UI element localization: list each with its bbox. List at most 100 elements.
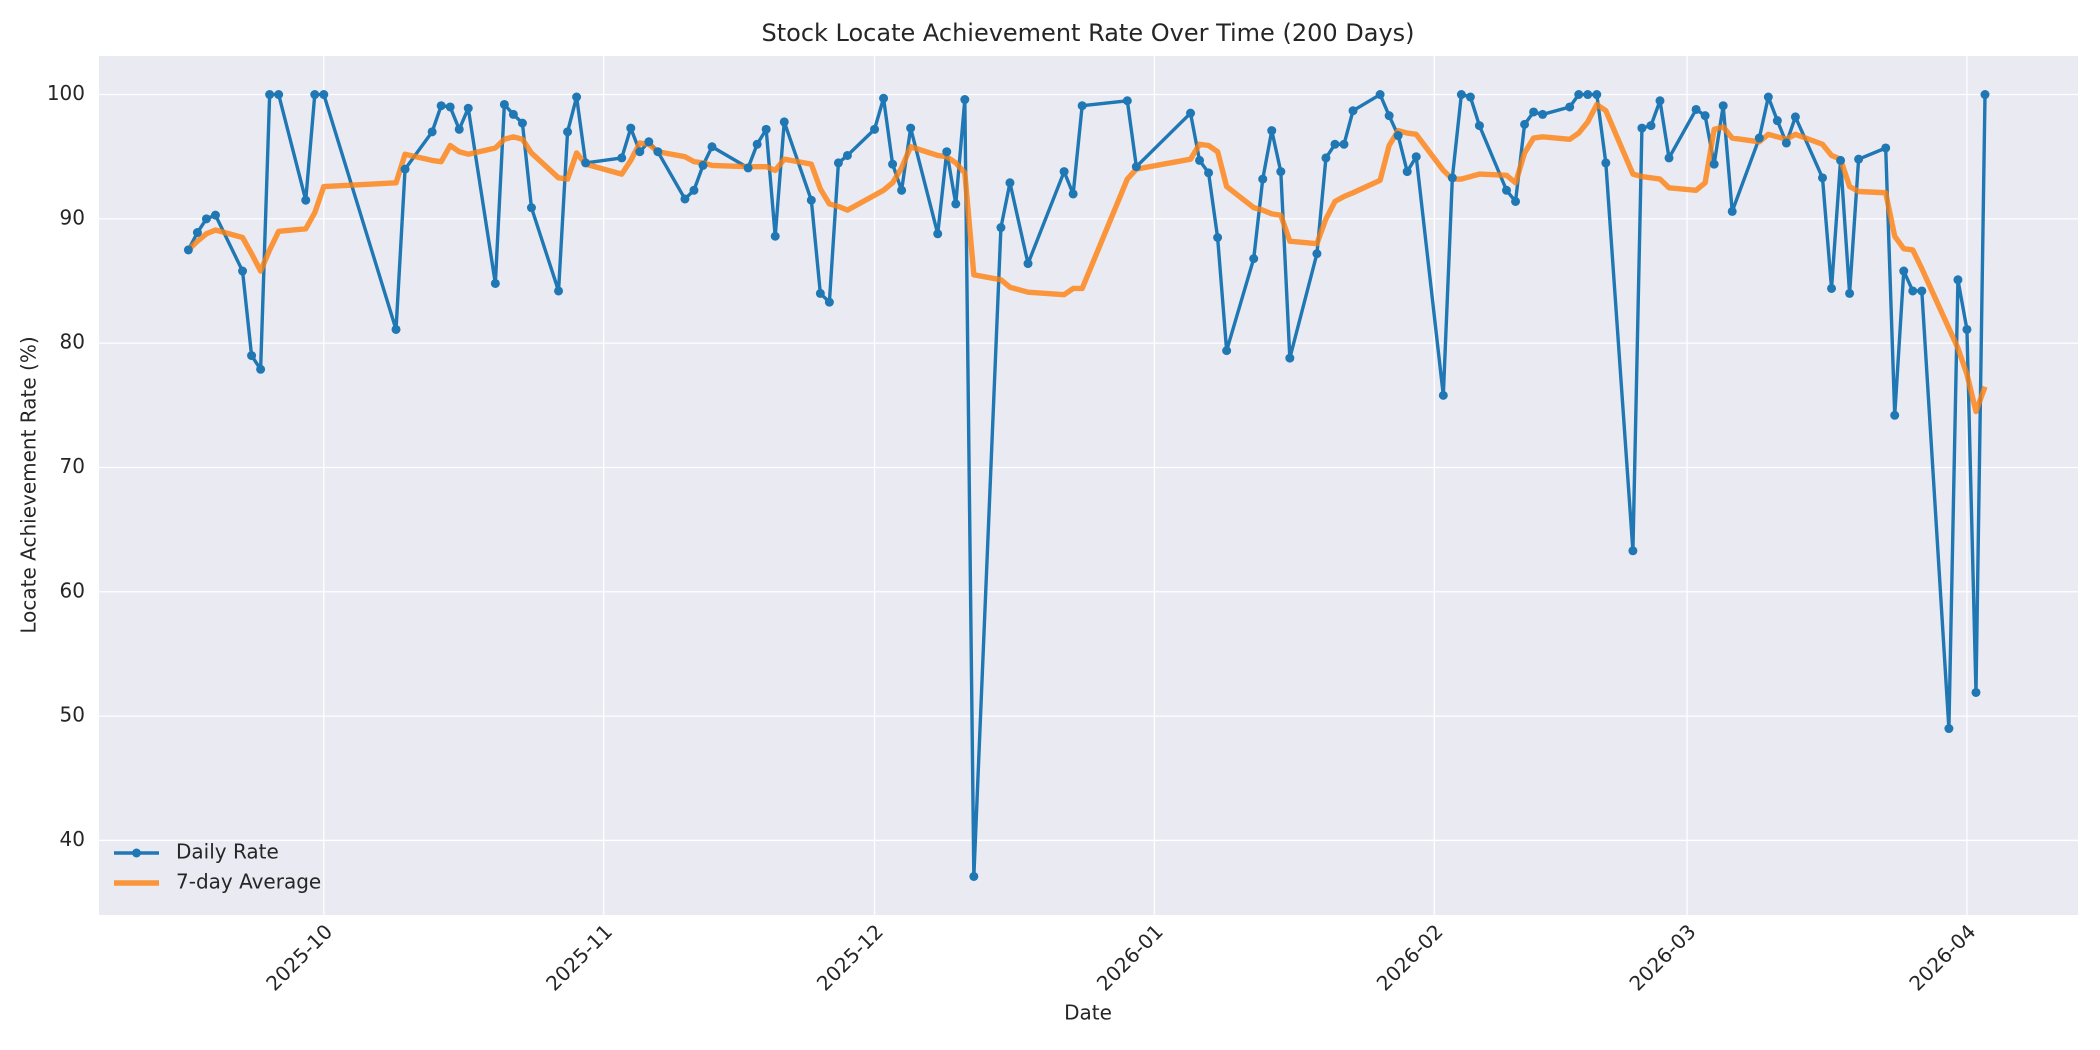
data-point <box>427 127 437 137</box>
x-tick-label: 2025-10 <box>261 919 337 995</box>
data-point <box>1077 101 1087 111</box>
data-point <box>870 124 880 134</box>
data-point <box>1330 139 1340 149</box>
data-point <box>933 229 943 239</box>
data-point <box>247 351 257 361</box>
plot-background <box>99 56 2078 915</box>
data-point <box>1249 254 1259 264</box>
data-point <box>996 223 1006 233</box>
data-point <box>942 147 952 157</box>
data-point <box>1267 126 1277 136</box>
data-point <box>1339 139 1349 149</box>
data-point <box>572 92 582 102</box>
y-tick-label: 70 <box>60 454 85 478</box>
data-point <box>635 147 645 157</box>
x-tick-label: 2026-02 <box>1372 919 1448 995</box>
data-point <box>508 109 518 119</box>
data-point <box>1321 153 1331 163</box>
data-point <box>301 195 311 205</box>
data-point <box>1962 324 1972 334</box>
data-point <box>1023 259 1033 269</box>
data-point <box>256 364 266 374</box>
data-point <box>1763 92 1773 102</box>
data-point <box>824 297 834 307</box>
y-tick-label: 40 <box>60 827 85 851</box>
data-point <box>644 137 654 147</box>
data-point <box>1393 131 1403 141</box>
y-tick-label: 50 <box>60 703 85 727</box>
data-point <box>1709 159 1719 169</box>
data-point <box>238 266 248 276</box>
data-point <box>1772 116 1782 126</box>
data-point <box>1944 724 1954 734</box>
data-point <box>1131 162 1141 172</box>
data-point <box>680 194 690 204</box>
data-point <box>761 124 771 134</box>
data-point <box>1917 286 1927 296</box>
data-point <box>400 164 410 174</box>
data-point <box>1474 121 1484 131</box>
data-point <box>1691 104 1701 114</box>
y-tick-label: 60 <box>60 578 85 602</box>
data-point <box>1438 390 1448 400</box>
data-point <box>581 158 591 168</box>
data-point <box>1502 185 1512 195</box>
data-point <box>707 142 717 152</box>
data-point <box>1348 106 1358 116</box>
data-point <box>1276 167 1286 177</box>
data-point <box>1195 155 1205 165</box>
data-point <box>554 286 564 296</box>
series-line <box>186 92 1987 879</box>
data-point <box>1068 189 1078 199</box>
legend: Daily Rate 7-day Average <box>114 840 321 894</box>
data-point <box>526 203 536 213</box>
data-point <box>617 153 627 163</box>
data-point <box>192 228 202 238</box>
data-point <box>1583 90 1593 100</box>
x-axis-label: Date <box>1064 1001 1112 1025</box>
data-point <box>517 118 527 128</box>
data-point <box>1529 107 1539 117</box>
y-tick-label: 100 <box>47 81 85 105</box>
data-point <box>1980 90 1990 100</box>
series-line <box>186 101 1988 415</box>
data-point <box>1565 102 1575 112</box>
data-point <box>391 324 401 334</box>
data-point <box>779 117 789 127</box>
data-point <box>1854 154 1864 164</box>
data-point <box>201 214 211 224</box>
data-point <box>1375 90 1385 100</box>
data-point <box>1222 346 1232 356</box>
data-point <box>906 123 916 133</box>
data-point <box>1285 353 1295 363</box>
data-point <box>1881 143 1891 153</box>
data-point <box>1646 121 1656 131</box>
data-point <box>1005 178 1015 188</box>
data-point <box>1817 173 1827 183</box>
data-point <box>1890 410 1900 420</box>
data-point <box>689 185 699 195</box>
data-point <box>806 195 816 205</box>
data-point <box>752 139 762 149</box>
data-point <box>770 231 780 241</box>
data-point <box>626 123 636 133</box>
data-point <box>833 158 843 168</box>
data-point <box>1122 96 1132 106</box>
data-point <box>960 95 970 105</box>
data-point <box>265 90 275 100</box>
data-point <box>563 127 573 137</box>
data-point <box>1727 206 1737 216</box>
legend-label: 7-day Average <box>176 870 321 894</box>
data-point <box>1402 167 1412 177</box>
y-axis-label: Locate Achievement Rate (%) <box>17 336 41 633</box>
data-point <box>951 199 961 209</box>
data-point <box>1511 196 1521 206</box>
data-point <box>815 288 825 298</box>
data-point <box>1655 96 1665 106</box>
data-point <box>183 245 193 255</box>
data-point <box>1059 167 1069 177</box>
data-point <box>499 99 509 109</box>
data-point <box>1718 101 1728 111</box>
x-tick-label: 2025-11 <box>541 919 617 995</box>
data-point <box>1971 687 1981 697</box>
